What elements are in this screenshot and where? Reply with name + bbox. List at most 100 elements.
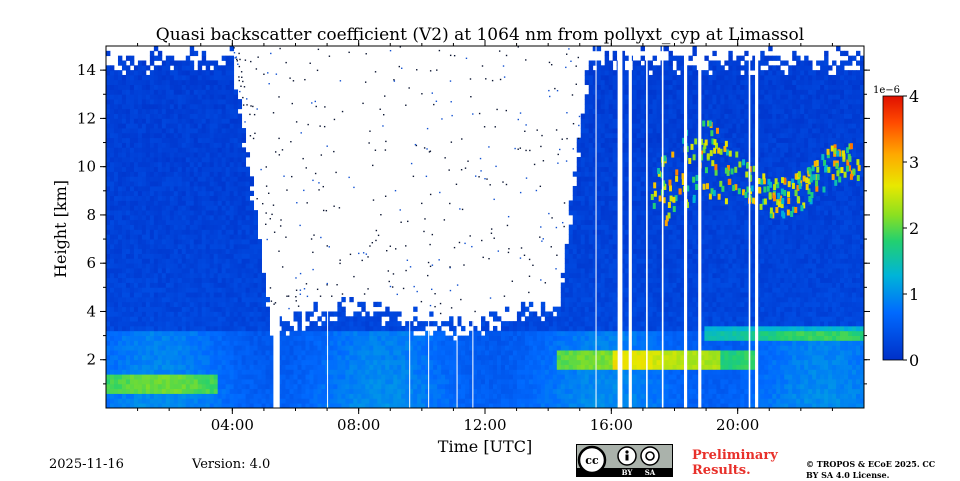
heatmap-cell — [297, 379, 302, 385]
heatmap-cell — [133, 403, 139, 409]
heatmap-cell — [106, 311, 111, 317]
heatmap-cell — [568, 263, 574, 269]
heatmap-cell — [113, 268, 119, 274]
heatmap-cell — [137, 316, 143, 322]
heatmap-cell — [381, 388, 386, 394]
heatmap-cell — [249, 296, 255, 303]
heatmap-cell — [421, 398, 426, 404]
heatmap-cell — [532, 379, 538, 385]
heatmap-cell — [528, 330, 534, 336]
heatmap-cell — [341, 335, 346, 341]
heatmap-cell — [213, 354, 219, 361]
heatmap-cell — [385, 321, 390, 327]
heatmap-cell — [189, 176, 195, 182]
heatmap-cell — [293, 374, 298, 380]
heatmap-cell — [141, 383, 147, 390]
heatmap-cell — [508, 350, 514, 356]
heatmap-cell — [453, 330, 458, 336]
heatmap-cell — [584, 113, 590, 119]
heatmap-cell — [133, 137, 139, 143]
heatmap-cell — [205, 181, 211, 187]
heatmap-cell — [469, 374, 474, 380]
heatmap-cell — [313, 345, 318, 351]
heatmap-cell — [197, 364, 203, 370]
heatmap-cell — [289, 345, 294, 351]
heatmap-cell — [233, 181, 239, 187]
heatmap-cell — [225, 282, 231, 288]
heatmap-cell — [584, 350, 590, 356]
heatmap-cell — [469, 359, 474, 365]
heatmap-cell — [225, 374, 231, 380]
heatmap-cell — [181, 152, 187, 158]
heatmap-cell — [588, 374, 594, 380]
heatmap-cell — [149, 253, 155, 259]
heatmap-cell — [157, 253, 163, 259]
heatmap-cell — [109, 89, 115, 95]
heatmap-cell — [516, 311, 522, 317]
heatmap-cell — [149, 190, 155, 197]
heatmap-cell — [209, 166, 215, 172]
heatmap-cell — [129, 364, 135, 370]
heatmap-cell — [161, 403, 167, 409]
heatmap-cell — [333, 359, 338, 365]
heatmap-cell — [157, 166, 163, 172]
heatmap-cell — [237, 263, 243, 269]
heatmap-cell — [201, 84, 207, 90]
heatmap-cell — [153, 113, 159, 119]
heatmap-cell — [241, 398, 247, 404]
heatmap-cell — [485, 398, 490, 404]
heatmap-cell — [309, 321, 314, 327]
heatmap-cell — [197, 157, 203, 163]
heatmap-cell — [596, 282, 602, 288]
heatmap-cell — [369, 359, 374, 365]
heatmap-cell — [113, 152, 119, 158]
heatmap-cell — [592, 132, 598, 139]
heatmap-cell — [608, 65, 614, 71]
heatmap-cell — [189, 268, 195, 274]
heatmap-cell — [361, 330, 366, 336]
heatmap-cell — [181, 268, 187, 274]
heatmap-cell — [145, 316, 151, 322]
heatmap-cell — [241, 161, 247, 168]
heatmap-cell — [121, 176, 127, 182]
heatmap-cell — [580, 340, 586, 346]
heatmap-cell — [153, 132, 159, 139]
heatmap-cell — [113, 210, 119, 216]
heatmap-cell — [193, 74, 199, 81]
heatmap-cell — [309, 383, 314, 390]
heatmap-cell — [477, 354, 482, 361]
heatmap-cell — [532, 311, 538, 317]
heatmap-cell — [580, 157, 586, 163]
heatmap-cell — [229, 118, 235, 124]
heatmap-cell — [536, 379, 542, 385]
heatmap-cell — [253, 354, 258, 361]
heatmap-cell — [524, 364, 530, 370]
heatmap-cell — [608, 128, 614, 134]
heatmap-cell — [385, 379, 390, 385]
heatmap-cell — [141, 243, 147, 250]
heatmap-cell — [197, 301, 203, 308]
heatmap-cell — [560, 292, 566, 298]
heatmap-cell — [106, 99, 111, 105]
heatmap-cell — [588, 379, 594, 385]
heatmap-cell — [173, 94, 179, 100]
heatmap-cell — [580, 258, 586, 264]
heatmap-cell — [117, 325, 123, 332]
heatmap-cell — [137, 103, 143, 110]
heatmap-cell — [576, 379, 582, 385]
heatmap-cell — [189, 306, 195, 312]
heatmap-cell — [572, 171, 578, 177]
heatmap-cell — [165, 383, 171, 390]
heatmap-cell — [161, 350, 167, 356]
heatmap-cell — [169, 234, 175, 240]
heatmap-cell — [528, 335, 534, 341]
heatmap-cell — [237, 229, 243, 235]
heatmap-cell — [229, 200, 235, 206]
heatmap-cell — [197, 340, 203, 346]
heatmap-cell — [181, 301, 187, 308]
heatmap-cell — [177, 113, 183, 119]
heatmap-cell — [357, 321, 362, 327]
heatmap-cell — [600, 79, 606, 86]
heatmap-cell — [181, 166, 187, 172]
heatmap-cell — [173, 200, 179, 206]
